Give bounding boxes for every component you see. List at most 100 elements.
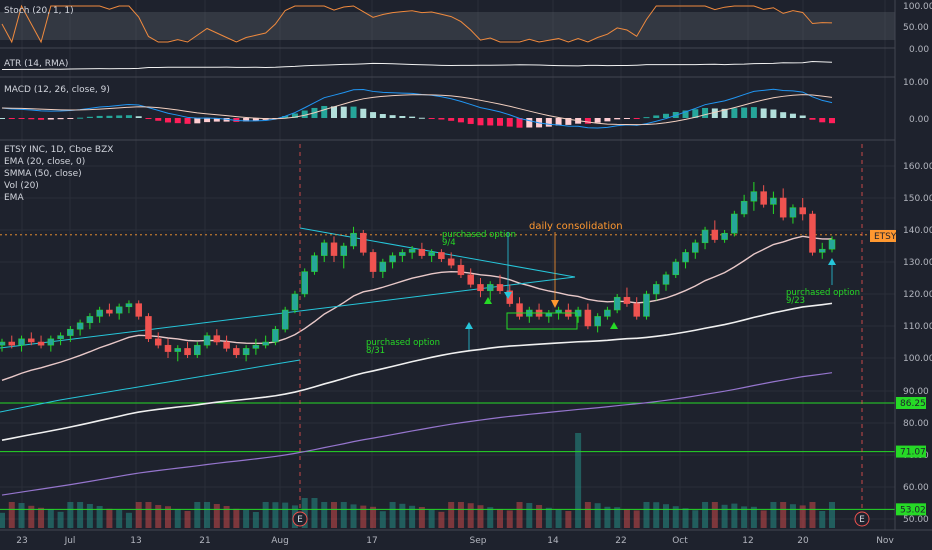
volume-bar [409, 505, 416, 528]
volume-bar [789, 504, 796, 528]
volume-bar [370, 506, 377, 528]
atr-pane[interactable]: ATR (14, RMA) [0, 59, 895, 78]
candle-body [360, 232, 367, 253]
macd-hist-bar [584, 118, 591, 124]
channel-line [0, 399, 61, 413]
volume-bar [672, 506, 679, 528]
volume-bar [86, 504, 93, 528]
volume-bar [57, 511, 64, 528]
candle-body [818, 248, 826, 253]
consolidation-box[interactable] [506, 312, 578, 330]
level-tag-text: 53.02 [900, 505, 926, 515]
smma50-line [1, 302, 833, 442]
macd-hist-bar [741, 107, 748, 118]
candle-body [828, 239, 836, 250]
candle-body [184, 348, 191, 356]
macd-hist-bar [96, 115, 103, 118]
volume-bar [780, 502, 787, 528]
candles [0, 182, 836, 362]
macd-hist-bar [321, 105, 328, 118]
candle-body [281, 309, 289, 330]
candle-body [47, 338, 55, 346]
option-8-31-arrowhead [465, 322, 473, 329]
volume-bar [467, 503, 474, 528]
candle-body [799, 207, 806, 215]
candle-body [174, 348, 182, 352]
candle-body [604, 309, 611, 317]
stoch-line [1, 4, 833, 44]
candle-body [731, 213, 738, 234]
macd-hist-bar [135, 116, 142, 118]
candle-body [203, 335, 211, 346]
time-label: 12 [742, 536, 753, 546]
time-labels: 23 Jul 13 21 Aug 17 Sep 14 22 Oct 12 20 Nov [16, 536, 894, 546]
macd-hist-bar [57, 118, 64, 120]
macd-hist-bar [448, 118, 455, 121]
legend-ema: EMA [4, 193, 24, 203]
time-label: Nov [876, 536, 894, 546]
legend-smma50: SMMA (50, close) [4, 169, 82, 179]
level-tag-bg [896, 445, 926, 458]
candle-body [252, 344, 260, 349]
macd-hist-bar [565, 118, 572, 125]
macd-hist-bar [721, 108, 728, 118]
macd-hist-bar [282, 116, 289, 118]
candle-body [594, 316, 601, 327]
price-pane[interactable]: daily consolidation purchased option 9/4… [0, 144, 895, 528]
volume-bar [47, 509, 54, 528]
volume-bar [584, 502, 591, 528]
price-tick: 110.00 [903, 322, 932, 332]
volume-bar [272, 502, 279, 528]
volume-bar [663, 504, 669, 528]
macd-hist-bar [477, 118, 484, 126]
main-legend[interactable]: ETSY INC, 1D, Cboe BZX EMA (20, close, 0… [4, 145, 113, 203]
atr-legend: ATR (14, RMA) [4, 59, 68, 69]
macd-hist-bar [750, 107, 757, 118]
candle-body [311, 255, 318, 272]
macd-hist-bar [594, 118, 601, 123]
volume-bar [809, 502, 816, 528]
ema-long-line [1, 372, 833, 496]
stoch-pane[interactable]: Stoch (20, 1, 1) [0, 4, 895, 49]
macd-hist-bar [653, 115, 660, 118]
candle-body [496, 284, 504, 292]
earnings-marker[interactable]: E [854, 511, 870, 527]
macd-hist-bar [633, 118, 640, 119]
macd-hist-bar [663, 113, 669, 118]
channel-line [59, 359, 301, 401]
macd-hist-bar [243, 118, 250, 122]
macd-hist-bar [545, 118, 552, 127]
candle-body [115, 306, 123, 314]
atr-line [2, 60, 833, 70]
time-axis[interactable]: 23 Jul 13 21 Aug 17 Sep 14 22 Oct 12 20 Nov [0, 529, 932, 546]
volume-bar [594, 503, 601, 528]
price-axis[interactable]: 100.00 50.00 0.00 10.00 0.00 160.00 150.0… [870, 0, 932, 530]
ema20-line [1, 235, 833, 381]
triangle-upper-line [299, 227, 576, 278]
candle-body [516, 303, 523, 317]
macd-pane[interactable]: MACD (12, 26, close, 9) [0, 85, 895, 141]
volume-bar [418, 507, 425, 528]
candle-body [438, 252, 445, 260]
candle-body [28, 338, 35, 343]
price-tick: 150.00 [903, 194, 932, 204]
macd-hist-bar [252, 118, 259, 121]
macd-hist-bar [184, 118, 191, 124]
volume-bar [350, 504, 357, 528]
macd-hist-bar [409, 116, 416, 118]
volume-bar [516, 502, 523, 528]
candle-body [477, 284, 484, 292]
candle-body [711, 229, 719, 240]
candle-body [623, 296, 631, 304]
price-tick: 100.00 [903, 354, 932, 364]
volume-bar [194, 502, 201, 528]
candle-body [399, 252, 406, 256]
option-8-31-date: 8/31 [366, 346, 385, 356]
candle-body [233, 348, 240, 356]
macd-hist-bar [86, 116, 93, 118]
volume-bar [438, 511, 445, 528]
level-tag-bg [896, 397, 926, 409]
earnings-marker[interactable]: E [292, 511, 308, 527]
